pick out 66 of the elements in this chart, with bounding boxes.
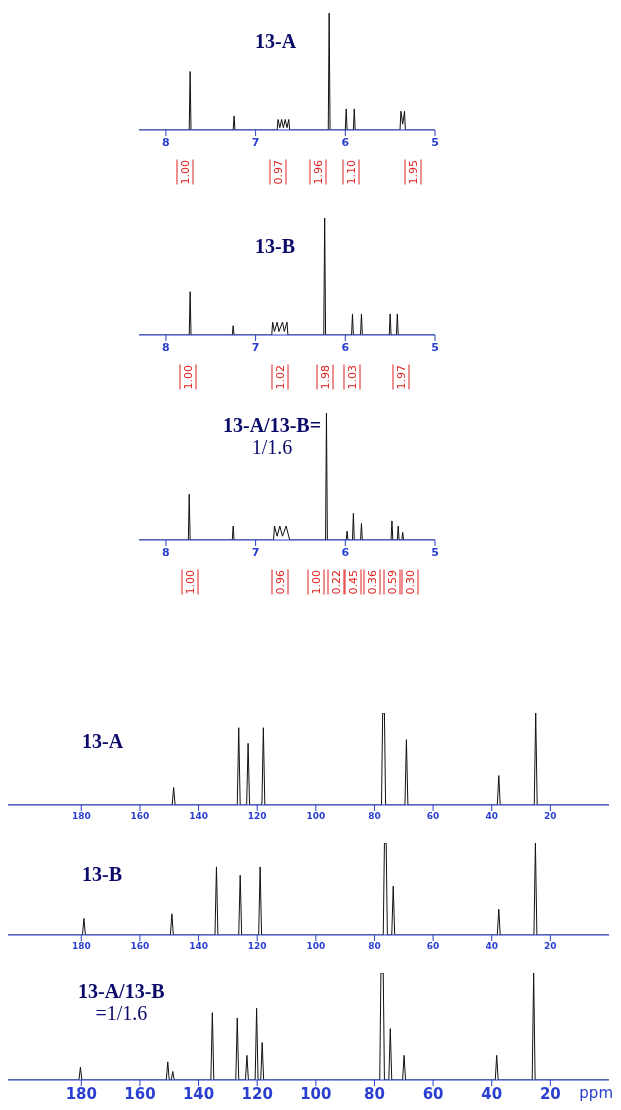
x-tick-label: 80 bbox=[368, 941, 381, 952]
text: 1.95 bbox=[404, 160, 421, 185]
x-tick-label: 140 bbox=[189, 811, 208, 822]
x-tick-label: 80 bbox=[368, 811, 381, 822]
x-tick-label: 20 bbox=[544, 941, 557, 952]
x-tick-label: 5 bbox=[431, 545, 439, 559]
x-tick-label: 160 bbox=[130, 811, 150, 822]
x-tick-label: 100 bbox=[306, 941, 326, 952]
x-tick-label: 20 bbox=[544, 811, 557, 822]
text: 0.22 bbox=[327, 570, 345, 595]
x-tick-label: 80 bbox=[364, 1084, 385, 1103]
text: 1.10 bbox=[342, 160, 360, 185]
x-tick-label: 6 bbox=[341, 340, 350, 354]
x-axis-title: ppm bbox=[579, 1084, 613, 1102]
x-tick-label: 60 bbox=[426, 941, 440, 952]
text: 0.97 bbox=[269, 160, 287, 185]
x-tick-label: 7 bbox=[251, 135, 260, 149]
text: 1.00 bbox=[307, 570, 325, 595]
text: 0.96 bbox=[271, 570, 289, 595]
chart-title: 13-A/13-B bbox=[78, 980, 165, 1002]
x-tick-label: 120 bbox=[241, 1084, 273, 1103]
x-tick-label: 160 bbox=[124, 1084, 156, 1103]
x-tick-label: 140 bbox=[189, 941, 208, 952]
x-tick-label: 40 bbox=[485, 811, 498, 822]
x-tick-label: 180 bbox=[71, 811, 91, 822]
x-tick-label: 8 bbox=[162, 135, 170, 149]
x-tick-label: 6 bbox=[341, 135, 350, 149]
text: 1.00 bbox=[181, 570, 199, 595]
x-tick-label: 180 bbox=[71, 941, 91, 952]
text: 1.97 bbox=[392, 365, 410, 390]
x-tick-label: 120 bbox=[247, 941, 267, 952]
text: 13-B bbox=[82, 863, 122, 885]
text: 0.36 bbox=[363, 570, 381, 595]
text: 1.03 bbox=[343, 365, 361, 390]
x-tick-label: 120 bbox=[247, 811, 267, 822]
text: 0.30 bbox=[401, 570, 419, 595]
chart-title: 13-A/13-B= bbox=[223, 414, 322, 436]
x-tick-label: 160 bbox=[130, 941, 150, 952]
text: 13-A bbox=[82, 730, 124, 752]
text: 0.45 bbox=[344, 570, 362, 595]
x-tick-label: 6 bbox=[341, 545, 350, 559]
text: 0.59 bbox=[383, 570, 401, 595]
text: 1.02 bbox=[271, 365, 289, 390]
text: =1/1.6 bbox=[94, 1002, 149, 1024]
x-tick-label: 5 bbox=[431, 340, 439, 354]
x-tick-label: 8 bbox=[162, 545, 170, 559]
text: 13-B bbox=[255, 235, 295, 257]
x-tick-label: 20 bbox=[539, 1084, 561, 1103]
x-tick-label: 7 bbox=[251, 545, 260, 559]
x-tick-label: 7 bbox=[251, 340, 260, 354]
x-tick-label: 180 bbox=[65, 1084, 97, 1103]
x-tick-label: 40 bbox=[485, 941, 498, 952]
text: 1.00 bbox=[176, 160, 194, 185]
text: 1.96 bbox=[309, 160, 327, 185]
x-tick-label: 5 bbox=[431, 135, 439, 149]
x-tick-label: 100 bbox=[306, 811, 326, 822]
text: 1/1.6 bbox=[250, 436, 294, 458]
x-tick-label: 100 bbox=[300, 1084, 332, 1103]
text: 1.98 bbox=[316, 365, 334, 390]
x-tick-label: 60 bbox=[426, 811, 440, 822]
x-tick-label: 8 bbox=[162, 340, 170, 354]
text: 13-A bbox=[255, 30, 297, 52]
x-tick-label: 40 bbox=[481, 1084, 503, 1103]
x-tick-label: 60 bbox=[422, 1084, 444, 1103]
text: 1.00 bbox=[179, 365, 197, 390]
x-tick-label: 140 bbox=[182, 1084, 215, 1103]
